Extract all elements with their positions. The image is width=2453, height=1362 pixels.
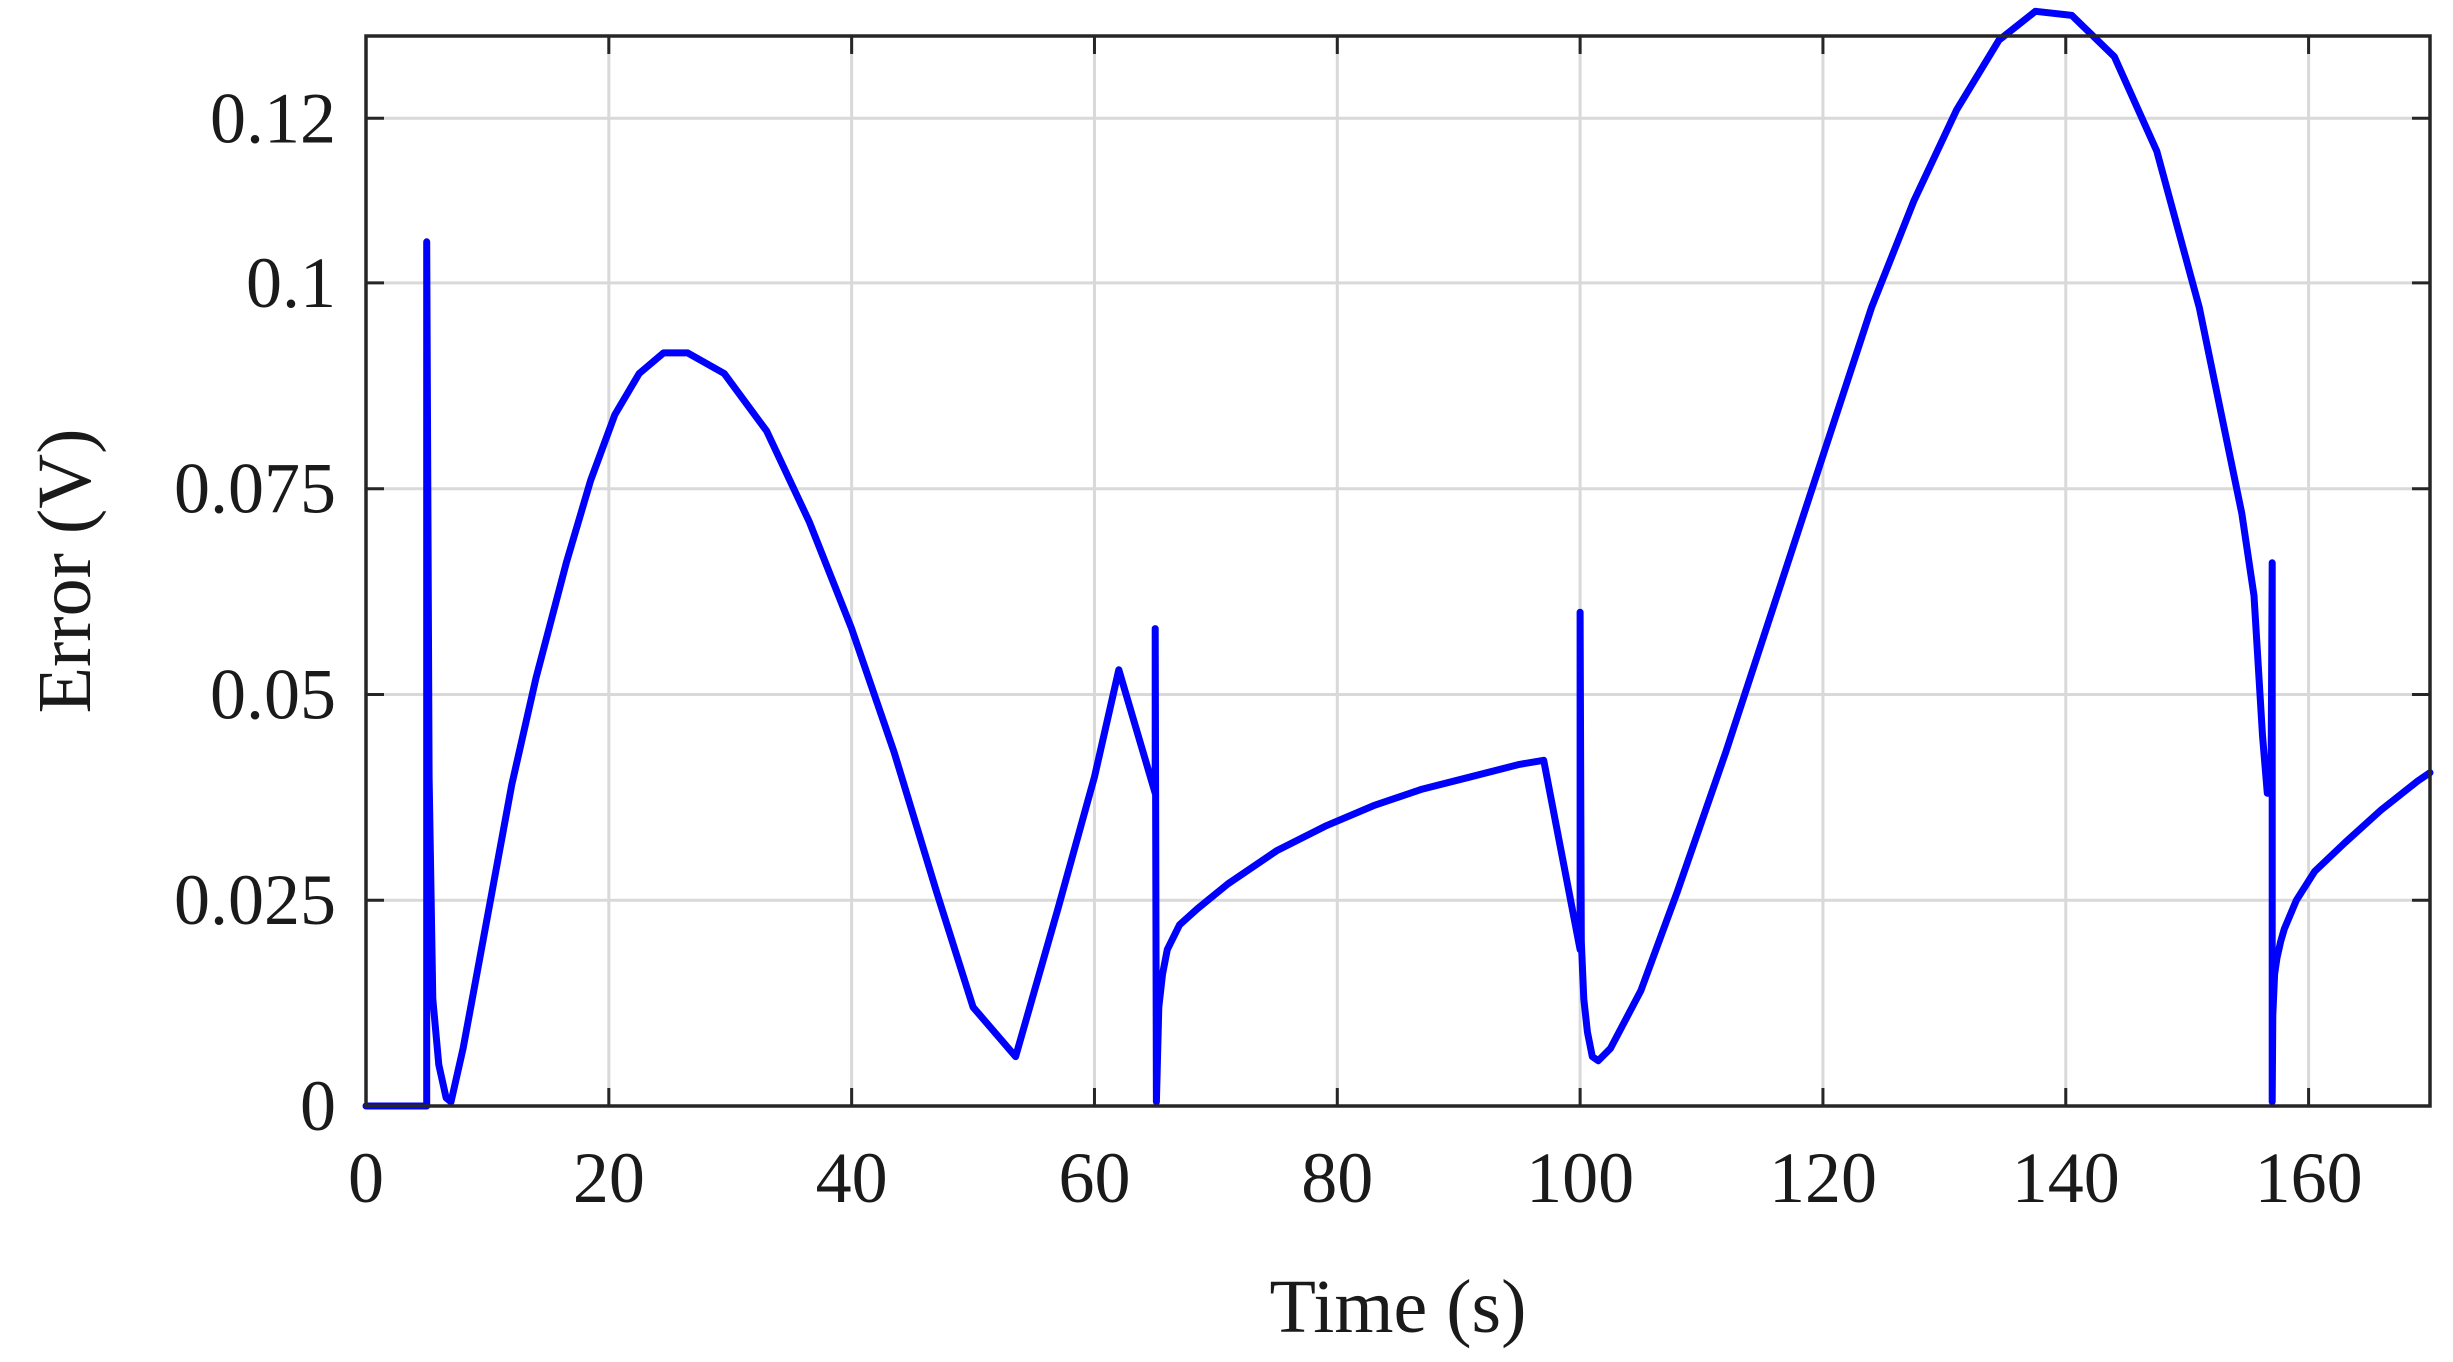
x-tick-label: 100 <box>1526 1138 1634 1218</box>
y-tick-label: 0.12 <box>210 78 336 158</box>
y-tick-label: 0.075 <box>174 449 336 529</box>
x-tick-label: 0 <box>348 1138 384 1218</box>
x-tick-label: 20 <box>573 1138 645 1218</box>
x-axis-title: Time (s) <box>1270 1265 1527 1349</box>
plot-series <box>362 7 2434 1110</box>
series-line <box>362 7 2434 1110</box>
x-tick-label: 60 <box>1058 1138 1130 1218</box>
axis-ticks <box>364 36 2430 1108</box>
axes-box <box>364 34 2432 1108</box>
y-tick-labels: 0 0.025 0.05 0.075 0.1 0.12 <box>174 78 336 1146</box>
y-axis-title: Error (V) <box>23 429 107 714</box>
y-tick-label: 0 <box>300 1066 336 1146</box>
x-tick-label: 40 <box>816 1138 888 1218</box>
x-tick-labels: 0 20 40 60 80 100 120 140 160 <box>348 1138 2363 1218</box>
x-tick-label: 80 <box>1301 1138 1373 1218</box>
x-tick-label: 120 <box>1769 1138 1877 1218</box>
y-tick-label: 0.025 <box>174 860 336 940</box>
y-tick-label: 0.05 <box>210 654 336 734</box>
x-tick-label: 140 <box>2012 1138 2120 1218</box>
x-tick-label: 160 <box>2255 1138 2363 1218</box>
y-tick-label: 0.1 <box>246 243 336 323</box>
grid <box>364 36 2430 1108</box>
